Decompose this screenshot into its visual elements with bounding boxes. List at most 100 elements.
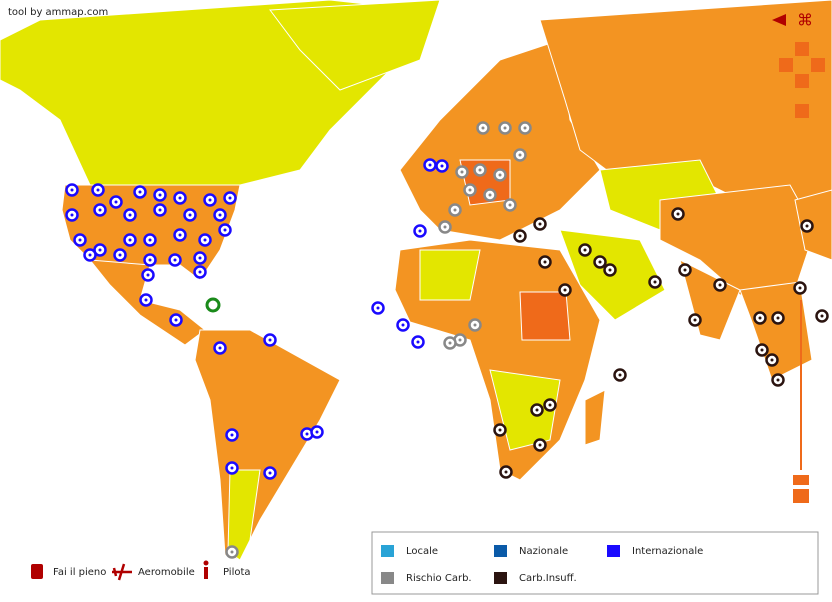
airport-marker-dot [70,188,74,192]
airport-marker-dot [78,238,82,242]
algeria[interactable] [419,249,481,301]
airport-marker-dot [416,340,420,344]
airport-marker-dot [776,316,780,320]
airport-marker-dot [481,126,485,130]
airport-marker-dot [478,168,482,172]
pan-up[interactable] [795,42,809,56]
controls: ⌘ [772,11,825,503]
airport-marker-dot [820,314,824,318]
airport-marker-dot [88,253,92,257]
home-marker[interactable] [205,297,221,313]
airport-marker-dot [460,170,464,174]
airport-marker-dot [401,323,405,327]
south-central-africa[interactable] [489,369,561,451]
airport-marker-dot [148,238,152,242]
airport-marker-dot [538,222,542,226]
airport-marker-dot [758,316,762,320]
airport-marker-dot [223,228,227,232]
zoom-handle[interactable] [793,475,809,485]
pan-down[interactable] [795,74,809,88]
legend-swatch [494,572,507,584]
legend-label[interactable]: Internazionale [632,546,703,557]
fuel-icon[interactable] [31,564,43,579]
tools: Fai il pieno Aeromobile Pilota [31,560,251,581]
airport-marker-dot [488,193,492,197]
airport-marker-dot [188,213,192,217]
airport-marker-dot [538,443,542,447]
airport-marker-dot [173,258,177,262]
airport-marker-dot [146,273,150,277]
airport-marker-dot [760,348,764,352]
legend-swatch [381,572,394,584]
airport-marker-dot [96,188,100,192]
airport-marker-dot [148,258,152,262]
pilot-icon-dot [203,560,209,566]
airport-marker-dot [548,403,552,407]
airport-marker-dot [440,164,444,168]
southeast-asia[interactable] [739,281,813,381]
sudan[interactable] [519,291,571,341]
airport-marker-dot [535,408,539,412]
airport-marker-dot [208,198,212,202]
airport-marker-dot [268,338,272,342]
airport-marker-dot [770,358,774,362]
airport-marker-dot [418,229,422,233]
madagascar[interactable] [584,389,606,446]
home-icon[interactable]: ⌘ [797,11,813,30]
pan-right[interactable] [811,58,825,72]
airport-marker-dot [158,193,162,197]
airport-marker-dot [158,208,162,212]
legend-label[interactable]: Carb.Insuff. [519,573,577,584]
airport-marker-dot [178,233,182,237]
airport-marker-dot [598,260,602,264]
legend-label[interactable]: Nazionale [519,546,568,557]
airport-marker-dot [114,200,118,204]
plane-icon[interactable] [112,563,132,581]
airport-marker-dot [518,234,522,238]
airport-marker-dot [174,318,178,322]
airport-marker-dot [315,430,319,434]
argentina[interactable] [227,469,261,561]
airport-marker-dot [498,173,502,177]
airport-marker-dot [503,126,507,130]
zoom-fit[interactable] [795,104,809,118]
airport-marker-dot [128,213,132,217]
airport-marker-dot [608,268,612,272]
legend-swatch [381,545,394,557]
airport-marker-dot [563,288,567,292]
airport-marker-dot [268,471,272,475]
legend-swatch [607,545,620,557]
tool-label[interactable]: Fai il pieno [53,567,106,578]
airport-marker-dot [458,338,462,342]
credit[interactable]: tool by ammap.com [8,7,108,18]
airport-marker-dot [230,433,234,437]
airport-marker-dot [376,306,380,310]
airport-marker-dot [178,196,182,200]
airport-marker-dot [498,428,502,432]
airport-marker-dot [70,213,74,217]
pan-left[interactable] [779,58,793,72]
airport-marker-dot [798,286,802,290]
airport-marker-dot [504,470,508,474]
pilot-icon[interactable] [204,567,208,579]
zoom-out[interactable] [793,489,809,503]
tool-label[interactable]: Aeromobile [138,567,195,578]
legend-label[interactable]: Rischio Carb. [406,573,472,584]
airport-marker-dot [98,248,102,252]
airport-marker-dot [676,212,680,216]
airport-marker-dot [230,550,234,554]
legend-label[interactable]: Locale [406,546,438,557]
legend-box [371,531,819,595]
airport-marker-dot [305,432,309,436]
airport-marker-dot [473,323,477,327]
airport-marker-dot [618,373,622,377]
airport-marker-dot [583,248,587,252]
airport-marker-dot [218,346,222,350]
legend-swatch [494,545,507,557]
greenland[interactable] [269,0,441,91]
airport-marker-dot [203,238,207,242]
tool-label[interactable]: Pilota [223,567,251,578]
back-button[interactable] [772,14,786,26]
